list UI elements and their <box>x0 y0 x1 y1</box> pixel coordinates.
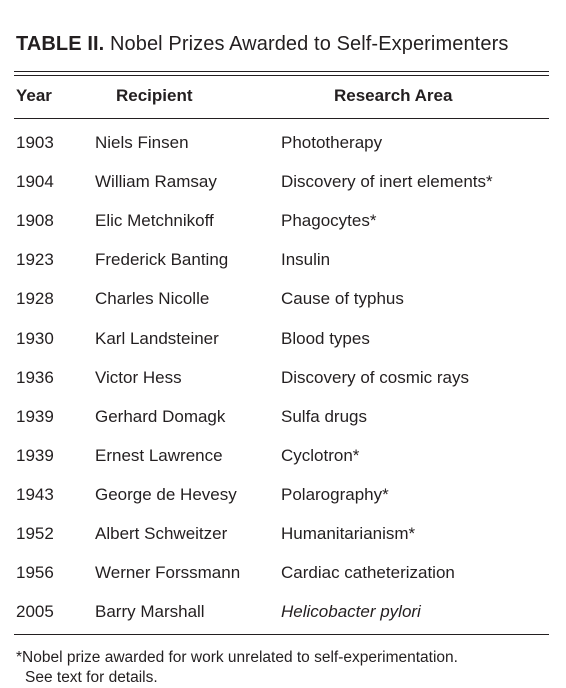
cell-recipient: Frederick Banting <box>95 250 229 270</box>
table-row: 1928 Charles Nicolle Cause of typhus <box>14 289 549 328</box>
cell-research-area: Discovery of inert elements* <box>281 172 493 192</box>
cell-recipient: Victor Hess <box>95 367 182 387</box>
table-row: 1908 Elic Metchnikoff Phagocytes* <box>14 211 549 250</box>
table-row: 1904 William Ramsay Discovery of inert ele… <box>14 172 549 211</box>
cell-research-area: Cyclotron* <box>281 445 360 465</box>
bottom-rule <box>14 634 549 635</box>
table-row: 1903 Niels Finsen Phototherapy <box>14 133 549 172</box>
footnote: *Nobel prize awarded for work unrelated … <box>16 648 551 688</box>
header-research-area: Research Area <box>334 86 453 105</box>
table-title: TABLE II. Nobel Prizes Awarded to Self-E… <box>16 33 508 56</box>
cell-recipient: William Ramsay <box>95 172 217 192</box>
table-row: 1939 Gerhard Domagk Sulfa drugs <box>14 407 549 446</box>
cell-recipient: Charles Nicolle <box>95 289 210 309</box>
cell-year: 2005 <box>16 602 54 622</box>
header-rule <box>14 118 549 119</box>
cell-year: 1930 <box>16 328 54 348</box>
top-double-rule <box>14 71 549 76</box>
cell-recipient: Niels Finsen <box>95 133 189 152</box>
cell-research-area: Cardiac catheterization <box>281 563 455 583</box>
cell-recipient: Elic Metchnikoff <box>95 211 214 231</box>
cell-research-area: Phototherapy <box>281 133 383 152</box>
cell-research-area: Helicobacter pylori <box>281 602 421 622</box>
table-row: 1956 Werner Forssmann Cardiac catheterizat… <box>14 563 549 602</box>
cell-year: 1956 <box>16 563 54 583</box>
header-year: Year <box>16 86 52 105</box>
cell-research-area: Blood types <box>281 328 370 348</box>
cell-year: 1908 <box>16 211 54 231</box>
cell-year: 1939 <box>16 445 54 465</box>
footnote-line-2: See text for details. <box>25 669 158 686</box>
cell-research-area: Polarography* <box>281 484 389 504</box>
cell-year: 1904 <box>16 172 54 192</box>
table-title-label: TABLE II. <box>16 33 105 55</box>
table-row: 1943 George de Hevesy Polarography* <box>14 485 549 524</box>
table-row: 1936 Victor Hess Discovery of cosmic rays <box>14 368 549 407</box>
cell-recipient: Barry Marshall <box>95 602 205 622</box>
cell-recipient: Werner Forssmann <box>95 563 241 583</box>
cell-year: 1903 <box>16 133 54 152</box>
cell-research-area: Discovery of cosmic rays <box>281 367 469 387</box>
cell-recipient: Albert Schweitzer <box>95 524 228 543</box>
cell-research-area: Phagocytes* <box>281 211 377 231</box>
table-row: 1930 Karl Landsteiner Blood types <box>14 329 549 368</box>
table-row: 1939 Ernest Lawrence Cyclotron* <box>14 446 549 485</box>
cell-year: 1952 <box>16 524 54 543</box>
cell-year: 1939 <box>16 406 54 426</box>
cell-research-area: Cause of typhus <box>281 289 404 309</box>
cell-recipient: Karl Landsteiner <box>95 328 219 348</box>
cell-year: 1943 <box>16 484 54 504</box>
table-row: 1923 Frederick Banting Insulin <box>14 250 549 289</box>
footnote-line-1: *Nobel prize awarded for work unrelated … <box>16 649 458 666</box>
cell-recipient: Ernest Lawrence <box>95 445 223 465</box>
cell-recipient: Gerhard Domagk <box>95 406 226 426</box>
cell-recipient: George de Hevesy <box>95 484 237 504</box>
table-row: 2005 Barry Marshall Helicobacter pylori <box>14 602 549 641</box>
header-recipient: Recipient <box>116 86 193 105</box>
cell-research-area: Humanitarianism* <box>281 524 416 543</box>
cell-year: 1936 <box>16 367 54 387</box>
cell-year: 1928 <box>16 289 54 309</box>
cell-research-area: Insulin <box>281 250 331 270</box>
cell-year: 1923 <box>16 250 54 270</box>
table-row: 1952 Albert Schweitzer Humanitarianism* <box>14 524 549 563</box>
cell-research-area: Sulfa drugs <box>281 406 367 426</box>
table-title-text: Nobel Prizes Awarded to Self-Experimente… <box>104 33 509 55</box>
